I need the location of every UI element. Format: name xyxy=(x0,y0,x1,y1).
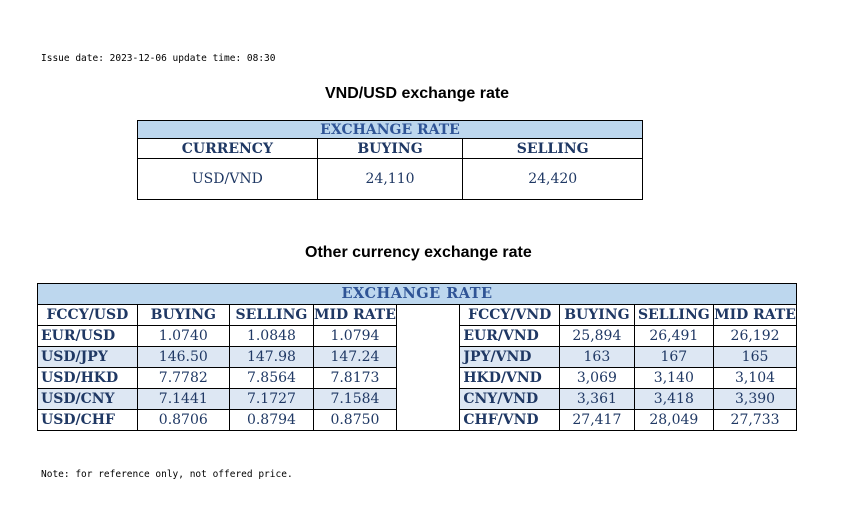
usd-buy-cell: 7.7782 xyxy=(136,367,230,389)
vnd-mid-cell: 3,104 xyxy=(713,367,797,389)
usd-pair-cell: USD/CHF xyxy=(37,409,138,431)
vnd-buy-cell: 3,069 xyxy=(559,367,635,389)
col-header-buying: BUYING xyxy=(316,138,464,159)
usd-mid-cell: 7.1584 xyxy=(313,388,397,410)
usd-sell-cell: 0.8794 xyxy=(228,409,315,431)
col-header-selling-usd: SELLING xyxy=(228,304,315,326)
vnd-pair-cell: CHF/VND xyxy=(459,409,561,431)
col-header-mid-vnd: MID RATE xyxy=(713,304,797,326)
table-gap xyxy=(395,367,461,389)
usd-mid-cell: 1.0794 xyxy=(313,325,397,347)
other-exchange-table: EXCHANGE RATE FCCY/USD BUYING SELLING MI… xyxy=(37,283,797,431)
vnd-pair-cell: HKD/VND xyxy=(459,367,561,389)
usd-exchange-table: EXCHANGE RATE CURRENCY BUYING SELLING US… xyxy=(137,120,643,200)
vnd-buy-cell: 163 xyxy=(559,346,635,368)
footer-note: Note: for reference only, not offered pr… xyxy=(41,469,293,480)
vnd-mid-cell: 3,390 xyxy=(713,388,797,410)
vnd-mid-cell: 27,733 xyxy=(713,409,797,431)
table-gap xyxy=(395,304,461,326)
usd-buy-cell: 146.50 xyxy=(136,346,230,368)
usd-table-band-title: EXCHANGE RATE xyxy=(137,120,643,139)
col-header-currency: CURRENCY xyxy=(137,138,318,159)
vnd-sell-cell: 28,049 xyxy=(633,409,715,431)
table-gap xyxy=(395,388,461,410)
col-header-buying-vnd: BUYING xyxy=(559,304,635,326)
table-row: USD/CNY 7.1441 7.1727 7.1584 CNY/VND 3,3… xyxy=(37,388,797,410)
usd-selling-cell: 24,420 xyxy=(462,158,643,200)
usd-mid-cell: 147.24 xyxy=(313,346,397,368)
table-row: USD/JPY 146.50 147.98 147.24 JPY/VND 163… xyxy=(37,346,797,368)
table-row: EUR/USD 1.0740 1.0848 1.0794 EUR/VND 25,… xyxy=(37,325,797,347)
usd-pair-cell: USD/CNY xyxy=(37,388,138,410)
col-header-selling-vnd: SELLING xyxy=(633,304,715,326)
vnd-buy-cell: 27,417 xyxy=(559,409,635,431)
issue-date-line: Issue date: 2023-12-06 update time: 08:3… xyxy=(41,53,276,64)
usd-buying-cell: 24,110 xyxy=(316,158,464,200)
usd-sell-cell: 7.1727 xyxy=(228,388,315,410)
col-header-fccy-usd: FCCY/USD xyxy=(37,304,138,326)
vnd-buy-cell: 3,361 xyxy=(559,388,635,410)
table-row: USD/HKD 7.7782 7.8564 7.8173 HKD/VND 3,0… xyxy=(37,367,797,389)
vnd-sell-cell: 167 xyxy=(633,346,715,368)
usd-pair-cell: USD/HKD xyxy=(37,367,138,389)
vnd-pair-cell: CNY/VND xyxy=(459,388,561,410)
vnd-mid-cell: 165 xyxy=(713,346,797,368)
usd-currency-cell: USD/VND xyxy=(137,158,318,200)
usd-sell-cell: 7.8564 xyxy=(228,367,315,389)
table-gap xyxy=(395,409,461,431)
usd-buy-cell: 1.0740 xyxy=(136,325,230,347)
usd-buy-cell: 7.1441 xyxy=(136,388,230,410)
table-gap xyxy=(395,325,461,347)
other-section-title: Other currency exchange rate xyxy=(305,244,532,261)
col-header-mid-usd: MID RATE xyxy=(313,304,397,326)
vnd-buy-cell: 25,894 xyxy=(559,325,635,347)
vnd-sell-cell: 3,140 xyxy=(633,367,715,389)
col-header-selling: SELLING xyxy=(462,138,643,159)
usd-mid-cell: 7.8173 xyxy=(313,367,397,389)
table-row: USD/CHF 0.8706 0.8794 0.8750 CHF/VND 27,… xyxy=(37,409,797,431)
vnd-mid-cell: 26,192 xyxy=(713,325,797,347)
usd-pair-cell: USD/JPY xyxy=(37,346,138,368)
vnd-pair-cell: EUR/VND xyxy=(459,325,561,347)
vnd-sell-cell: 3,418 xyxy=(633,388,715,410)
table-gap xyxy=(395,346,461,368)
usd-buy-cell: 0.8706 xyxy=(136,409,230,431)
other-table-band-title: EXCHANGE RATE xyxy=(37,283,797,305)
usd-mid-cell: 0.8750 xyxy=(313,409,397,431)
col-header-fccy-vnd: FCCY/VND xyxy=(459,304,561,326)
vnd-sell-cell: 26,491 xyxy=(633,325,715,347)
usd-pair-cell: EUR/USD xyxy=(37,325,138,347)
usd-section-title: VND/USD exchange rate xyxy=(325,85,510,102)
usd-sell-cell: 147.98 xyxy=(228,346,315,368)
vnd-pair-cell: JPY/VND xyxy=(459,346,561,368)
usd-sell-cell: 1.0848 xyxy=(228,325,315,347)
col-header-buying-usd: BUYING xyxy=(136,304,230,326)
